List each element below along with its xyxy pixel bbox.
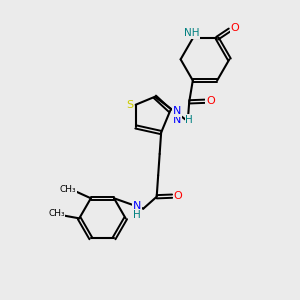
Text: NH: NH	[184, 28, 199, 38]
Text: O: O	[174, 191, 182, 201]
Text: H: H	[185, 115, 193, 125]
Text: CH₃: CH₃	[60, 185, 76, 194]
Text: CH₃: CH₃	[48, 209, 65, 218]
Text: N: N	[133, 201, 141, 211]
Text: N: N	[172, 106, 181, 116]
Text: H: H	[133, 210, 141, 220]
Text: O: O	[206, 96, 215, 106]
Text: O: O	[231, 23, 239, 33]
Text: S: S	[126, 100, 133, 110]
Text: N: N	[173, 115, 182, 125]
